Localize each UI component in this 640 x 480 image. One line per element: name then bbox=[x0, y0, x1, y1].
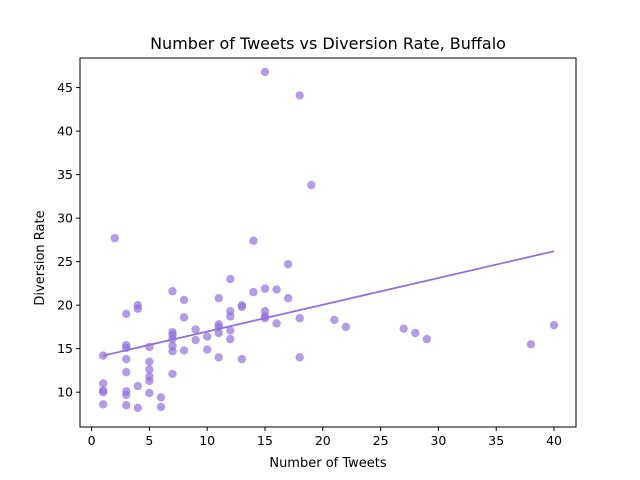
data-point bbox=[145, 357, 154, 366]
y-tick-label: 25 bbox=[57, 254, 73, 269]
data-point bbox=[98, 387, 108, 397]
y-tick-label: 10 bbox=[57, 385, 73, 400]
data-point bbox=[168, 287, 177, 296]
trend-line bbox=[102, 250, 555, 357]
data-point bbox=[191, 335, 200, 345]
data-point bbox=[260, 284, 270, 293]
data-point bbox=[249, 287, 258, 297]
data-point bbox=[422, 334, 432, 344]
data-point bbox=[214, 328, 223, 338]
data-point bbox=[202, 345, 212, 354]
data-point bbox=[122, 390, 131, 399]
data-point bbox=[249, 236, 258, 245]
data-point bbox=[283, 293, 293, 303]
y-tick-label: 45 bbox=[57, 80, 73, 95]
data-point bbox=[168, 369, 177, 379]
axes-frame bbox=[79, 57, 577, 428]
data-point bbox=[133, 381, 143, 391]
data-point bbox=[399, 324, 408, 333]
data-point bbox=[202, 332, 212, 341]
data-point bbox=[295, 314, 304, 323]
y-tick-label: 30 bbox=[57, 211, 73, 226]
data-point bbox=[133, 304, 143, 313]
data-point bbox=[526, 340, 536, 349]
data-point bbox=[226, 334, 235, 344]
data-point bbox=[156, 402, 166, 412]
data-point bbox=[110, 233, 119, 243]
data-point bbox=[145, 376, 154, 386]
y-tick-label: 15 bbox=[57, 341, 73, 356]
data-point bbox=[226, 274, 235, 284]
y-axis-label: Diversion Rate bbox=[33, 210, 48, 305]
data-point bbox=[283, 260, 293, 269]
data-point bbox=[179, 295, 189, 305]
x-tick-label: 5 bbox=[145, 433, 153, 448]
data-point bbox=[237, 302, 247, 312]
x-tick-label: 10 bbox=[199, 433, 215, 448]
data-point bbox=[145, 365, 154, 374]
data-point bbox=[226, 312, 235, 321]
data-point bbox=[411, 328, 420, 338]
x-tick-label: 20 bbox=[315, 433, 331, 448]
data-point bbox=[295, 91, 304, 100]
x-tick-label: 35 bbox=[488, 433, 504, 448]
data-point bbox=[272, 285, 281, 294]
data-point bbox=[133, 403, 143, 413]
data-point bbox=[330, 315, 339, 325]
chart-title: Number of Tweets vs Diversion Rate, Buff… bbox=[150, 34, 506, 53]
x-tick-label: 0 bbox=[88, 433, 96, 448]
data-point bbox=[122, 354, 131, 364]
y-tick-label: 35 bbox=[57, 167, 73, 182]
data-point bbox=[98, 400, 108, 409]
x-tick-label: 40 bbox=[546, 433, 562, 448]
data-point bbox=[549, 320, 559, 330]
x-tick-label: 25 bbox=[373, 433, 389, 448]
y-tick-label: 40 bbox=[57, 124, 73, 139]
data-point bbox=[179, 313, 189, 322]
data-point bbox=[122, 309, 131, 319]
plot-area: 0 5 10 15 20 25 30 35 40 10 15 20 25 30 35 40 45 bbox=[57, 67, 562, 448]
x-tick-label: 15 bbox=[257, 433, 273, 448]
data-point bbox=[168, 347, 177, 356]
data-point bbox=[272, 319, 281, 328]
data-point bbox=[98, 379, 108, 388]
x-axis-label: Number of Tweets bbox=[269, 456, 387, 471]
data-point bbox=[307, 180, 316, 190]
data-point bbox=[156, 393, 166, 402]
x-tick-label: 30 bbox=[430, 433, 446, 448]
data-point bbox=[191, 325, 200, 334]
y-tick-label: 20 bbox=[57, 298, 73, 313]
data-point bbox=[237, 354, 247, 364]
data-point bbox=[295, 353, 304, 362]
data-point bbox=[214, 293, 223, 303]
data-point bbox=[214, 353, 223, 362]
data-point bbox=[145, 388, 154, 398]
data-point bbox=[260, 67, 270, 77]
data-point bbox=[122, 401, 131, 410]
data-point bbox=[341, 322, 351, 332]
data-point bbox=[122, 367, 131, 377]
data-point bbox=[179, 346, 189, 355]
data-point bbox=[226, 326, 235, 335]
